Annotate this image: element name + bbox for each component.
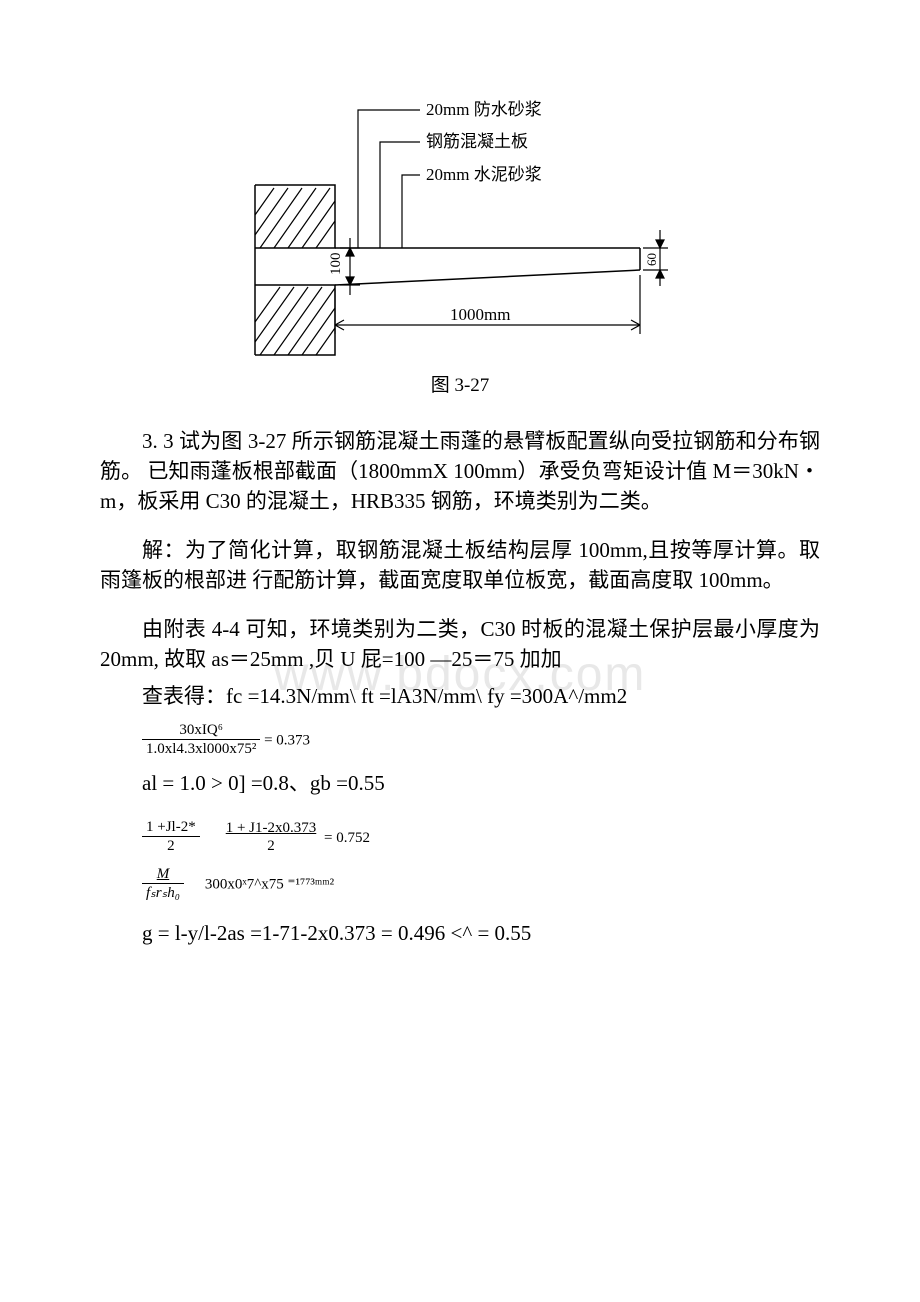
eq2a-den: 2	[142, 836, 200, 855]
solution-p3: 查表得：fc =14.3N/mm\ ft =lA3N/mm\ fy =300A^…	[100, 681, 820, 711]
eq-alpha-s: 30xIQ⁶ 1.0xl4.3xl000x75² = 0.373	[142, 721, 820, 758]
eq-gamma-s: 1 +Jl-2* 2 1 + J1-2x0.373 2 = 0.752	[142, 818, 820, 855]
eq2b-num: 1 + J1-2x0.373	[222, 819, 321, 837]
fig-span: 1000mm	[450, 305, 510, 324]
problem-statement: 3. 3 试为图 3-27 所示钢筋混凝土雨蓬的悬臂板配置纵向受拉钢筋和分布钢筋…	[100, 426, 820, 517]
solution-p2: 由附表 4-4 可知，环境类别为二类，C30 时板的混凝土保护层最小厚度为 20…	[100, 614, 820, 675]
eq-As: M fₛrₛh₀ 300x0ˣ7^x75 ⁼¹⁷⁷³ᵐᵐ²	[142, 865, 820, 902]
fig-label-3: 20mm 水泥砂浆	[426, 165, 542, 184]
eq2a-num: 1 +Jl-2*	[142, 818, 200, 836]
figure-wrap: 20mm 防水砂浆 钢筋混凝土板 20mm 水泥砂浆 1000mm 100 60	[100, 80, 820, 360]
solution-p1: 解：为了简化计算，取钢筋混凝土板结构层厚 100mm,且按等厚计算。取雨篷板的根…	[100, 535, 820, 596]
figure-3-27: 20mm 防水砂浆 钢筋混凝土板 20mm 水泥砂浆 1000mm 100 60	[240, 80, 680, 360]
eq1-den: 1.0xl4.3xl000x75²	[142, 739, 260, 758]
eq3-rhs: 300x0ˣ7^x75 ⁼¹⁷⁷³ᵐᵐ²	[205, 877, 334, 893]
fig-left-h: 100	[328, 253, 344, 276]
eq3-den: fₛrₛh₀	[142, 884, 184, 902]
fig-label-2: 钢筋混凝土板	[426, 132, 528, 151]
eq2b-den: 2	[222, 837, 321, 855]
eq2b-rhs: = 0.752	[320, 830, 370, 846]
eq1-rhs: = 0.373	[260, 732, 310, 748]
solution-p4: al = 1.0 > 0] =0.8、gb =0.55	[142, 768, 820, 798]
fig-right-h: 60	[644, 253, 659, 266]
page-content: 20mm 防水砂浆 钢筋混凝土板 20mm 水泥砂浆 1000mm 100 60…	[100, 80, 820, 949]
solution-p5: g = l-y/l-2as =1-71-2x0.373 = 0.496 <^ =…	[142, 918, 820, 948]
fig-label-1: 20mm 防水砂浆	[426, 100, 542, 119]
eq3-num: M	[142, 865, 184, 884]
figure-caption: 图 3-27	[100, 372, 820, 400]
eq1-num: 30xIQ⁶	[142, 721, 260, 739]
